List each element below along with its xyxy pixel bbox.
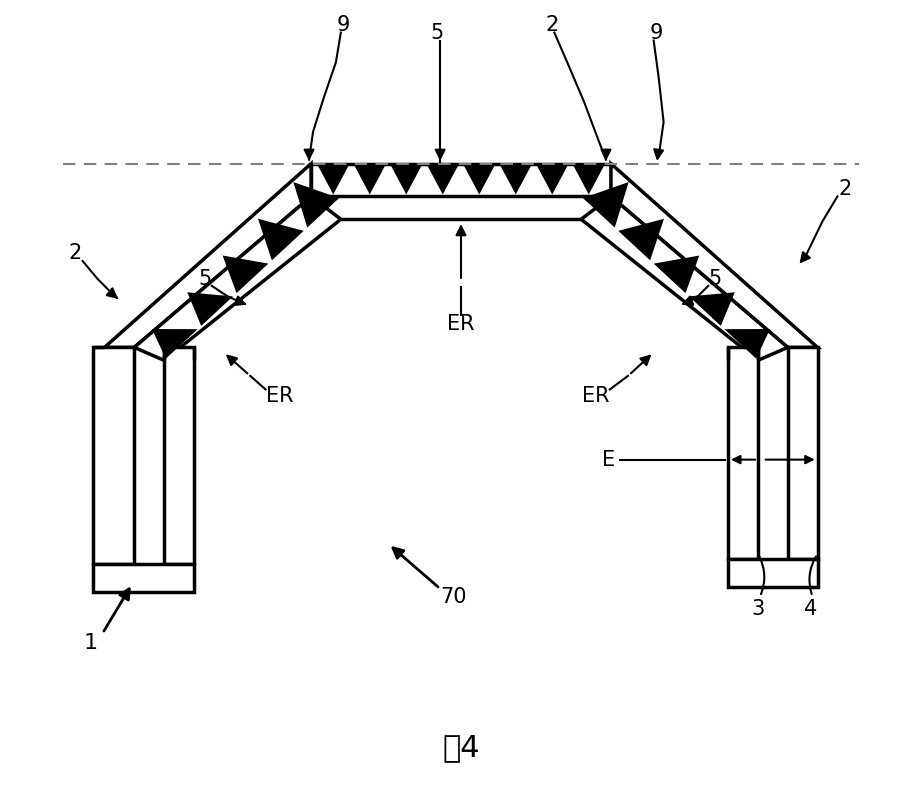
Text: 4: 4 <box>804 599 817 619</box>
Polygon shape <box>318 166 349 194</box>
Text: ER: ER <box>266 386 293 406</box>
Text: 9: 9 <box>336 15 350 35</box>
Text: 9: 9 <box>650 23 664 43</box>
Polygon shape <box>391 166 422 194</box>
Text: ER: ER <box>582 386 610 406</box>
Polygon shape <box>573 166 604 194</box>
Polygon shape <box>728 559 818 586</box>
Text: 5: 5 <box>430 23 444 43</box>
Text: E: E <box>603 450 616 470</box>
Polygon shape <box>354 166 385 194</box>
Text: 2: 2 <box>68 243 81 263</box>
Polygon shape <box>583 182 629 228</box>
Text: 5: 5 <box>709 269 722 289</box>
Polygon shape <box>537 166 568 194</box>
Polygon shape <box>187 292 233 326</box>
Polygon shape <box>787 347 818 559</box>
Polygon shape <box>689 292 735 326</box>
Polygon shape <box>427 166 458 194</box>
Polygon shape <box>464 166 495 194</box>
Polygon shape <box>164 347 194 564</box>
Polygon shape <box>92 564 194 592</box>
Polygon shape <box>653 255 700 293</box>
Polygon shape <box>725 329 770 359</box>
Polygon shape <box>618 219 664 260</box>
Polygon shape <box>104 164 311 347</box>
Text: 1: 1 <box>83 633 98 654</box>
Text: 5: 5 <box>198 269 211 289</box>
Text: 2: 2 <box>545 15 559 35</box>
Text: 2: 2 <box>839 180 852 199</box>
Text: 3: 3 <box>751 599 764 619</box>
Polygon shape <box>258 219 304 260</box>
Polygon shape <box>311 164 611 197</box>
Polygon shape <box>500 166 531 194</box>
Text: 70: 70 <box>439 586 466 607</box>
Polygon shape <box>92 347 134 564</box>
Polygon shape <box>152 329 198 359</box>
Text: ER: ER <box>448 313 474 334</box>
Polygon shape <box>294 182 339 228</box>
Polygon shape <box>581 197 787 360</box>
Polygon shape <box>611 164 818 347</box>
Text: 图4: 图4 <box>442 733 480 762</box>
Polygon shape <box>134 197 341 360</box>
Polygon shape <box>728 347 758 559</box>
Polygon shape <box>222 255 269 293</box>
